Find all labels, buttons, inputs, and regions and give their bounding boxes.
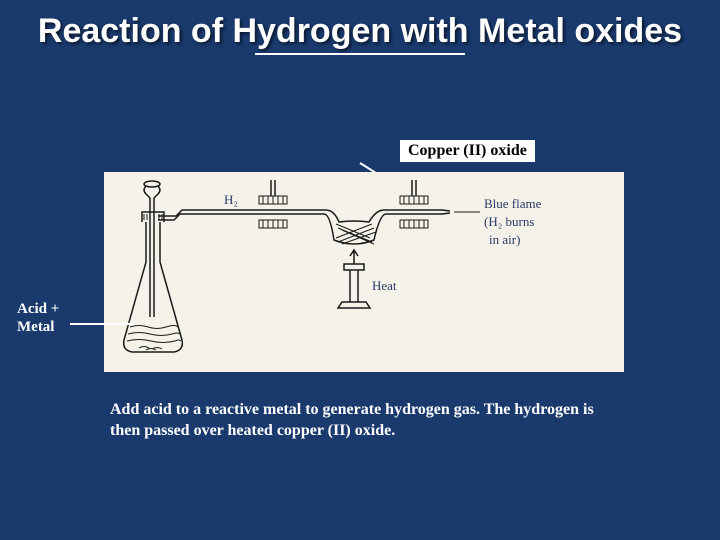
slide: Reaction of Hydrogen with Metal oxides C… bbox=[0, 0, 720, 540]
slide-title: Reaction of Hydrogen with Metal oxides bbox=[0, 0, 720, 51]
delivery-tube-icon bbox=[158, 210, 282, 220]
acid-callout-line bbox=[70, 323, 135, 325]
slide-description: Add acid to a reactive metal to generate… bbox=[110, 400, 610, 442]
apparatus-svg: H₂ bbox=[104, 172, 624, 372]
clamp-2-icon bbox=[400, 180, 428, 228]
copper-oxide-mound-icon bbox=[336, 224, 376, 244]
flame-annotation-2: (H₂ burns bbox=[484, 214, 534, 229]
jet-tip-icon bbox=[442, 210, 450, 214]
acid-label-line1: Acid + bbox=[17, 301, 59, 317]
conical-flask-icon bbox=[124, 212, 183, 352]
clamp-1-icon bbox=[259, 180, 287, 228]
heat-annotation: Heat bbox=[372, 278, 397, 293]
apparatus-diagram: H₂ bbox=[104, 172, 624, 372]
flame-annotation-1: Blue flame bbox=[484, 196, 542, 211]
flame-annotation-3: in air) bbox=[489, 232, 520, 247]
bunsen-burner-icon bbox=[338, 250, 370, 308]
title-underline bbox=[255, 53, 465, 55]
acid-label-line2: Metal bbox=[17, 319, 54, 335]
h2-annotation: H₂ bbox=[224, 192, 238, 207]
acid-metal-label: Acid + Metal bbox=[17, 300, 59, 336]
copper-oxide-label: Copper (II) oxide bbox=[400, 140, 535, 162]
